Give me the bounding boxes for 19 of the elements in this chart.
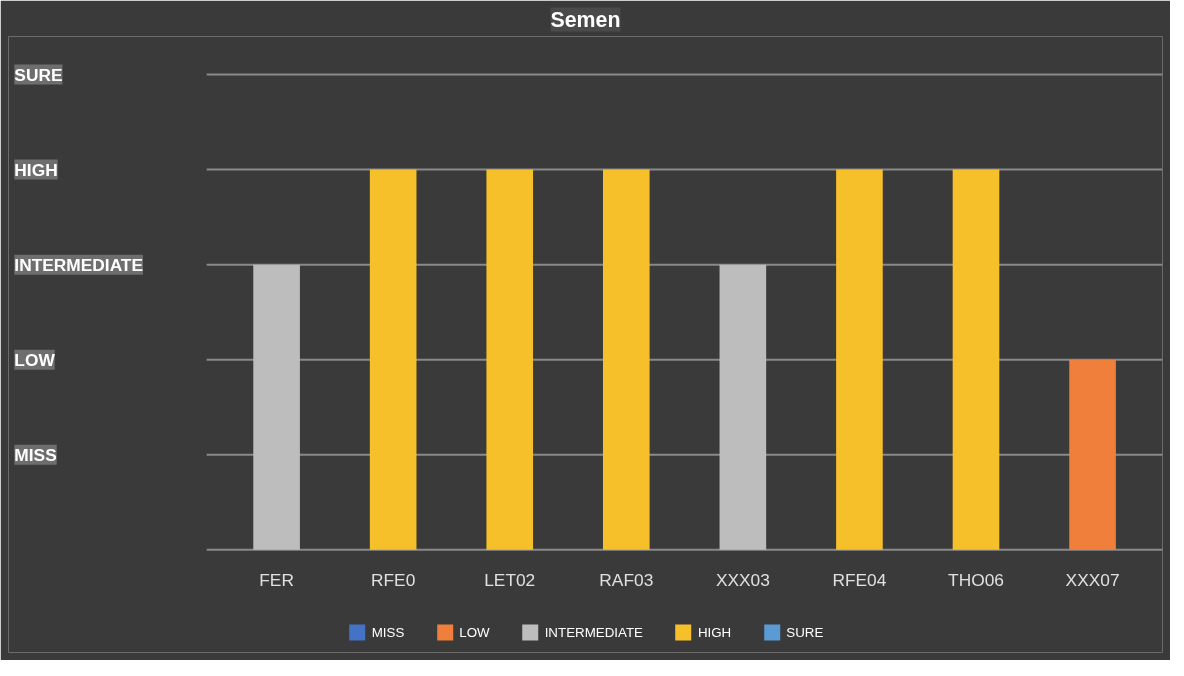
x-tick-label: LET02 [484, 570, 536, 591]
text: LOW [14, 349, 56, 370]
chart-title: Semen [550, 7, 621, 32]
text: INTERMEDIATE [14, 254, 144, 275]
x-tick-label: RAF03 [599, 570, 654, 591]
text: SURE [14, 64, 63, 85]
x-tick-label: XXX07 [1065, 570, 1120, 591]
x-tick-label: THO06 [948, 570, 1004, 591]
legend-label: LOW [459, 624, 490, 640]
text: MISS [14, 444, 57, 465]
legend-label: INTERMEDIATE [544, 624, 643, 640]
legend-label: HIGH [697, 624, 732, 640]
x-tick-label: RFE0 [371, 570, 416, 591]
x-tick-label: FER [259, 570, 294, 591]
legend-label: SURE [786, 624, 824, 640]
text: HIGH [14, 159, 58, 180]
x-tick-label: XXX03 [715, 570, 770, 591]
x-tick-label: RFE04 [832, 570, 887, 591]
legend-label: MISS [371, 624, 405, 640]
